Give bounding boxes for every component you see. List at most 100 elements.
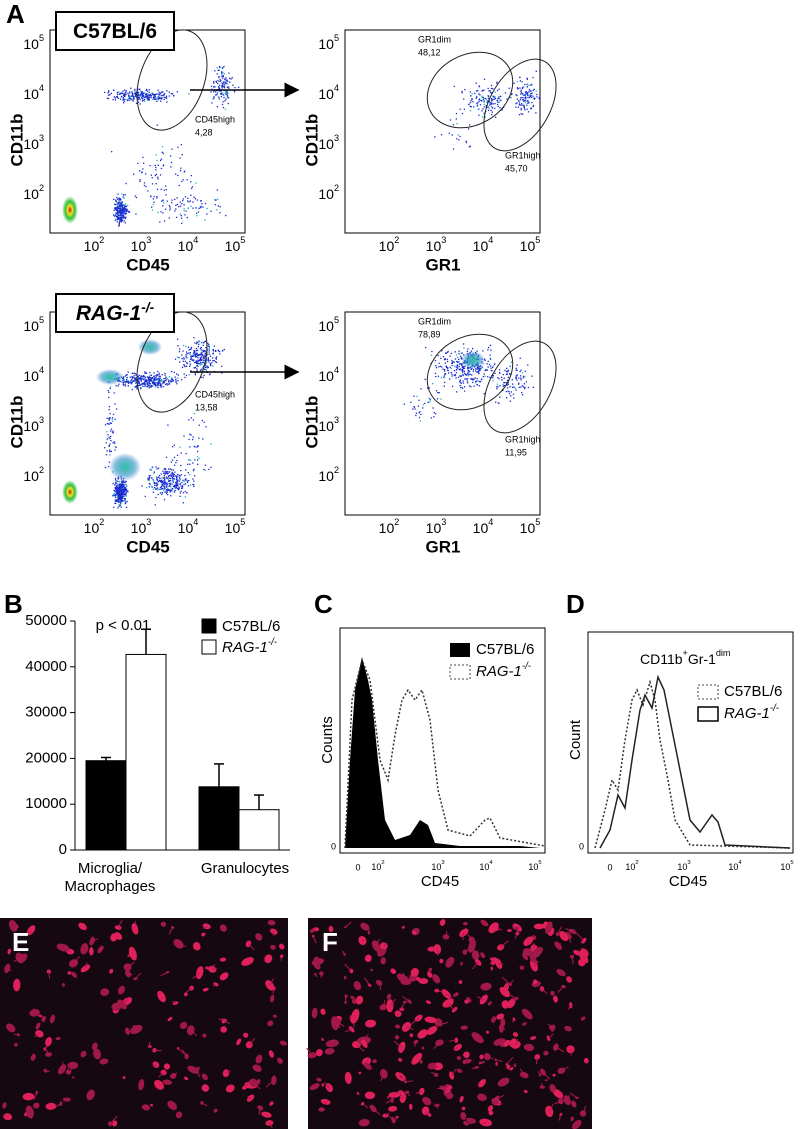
event-dot bbox=[162, 146, 163, 147]
event-dot bbox=[125, 503, 126, 504]
event-dot bbox=[482, 367, 483, 368]
event-dot bbox=[134, 373, 135, 374]
annotation: CD11b+Gr-1dim bbox=[640, 648, 731, 666]
event-dot bbox=[202, 420, 203, 421]
event-dot bbox=[156, 101, 157, 102]
y-tick-label: 10000 bbox=[25, 795, 67, 812]
event-dot bbox=[462, 367, 463, 368]
event-dot bbox=[109, 454, 110, 455]
annotation-part: Gr-1 bbox=[688, 651, 716, 667]
event-dot bbox=[113, 199, 114, 200]
event-dot bbox=[200, 364, 201, 365]
x-tick-label-part: 10 bbox=[131, 520, 147, 536]
x-axis-label: CD45 bbox=[421, 873, 459, 890]
event-dot bbox=[144, 182, 145, 183]
event-dot bbox=[518, 100, 519, 101]
event-dot bbox=[539, 97, 540, 98]
event-dot bbox=[453, 148, 454, 149]
event-dot bbox=[203, 357, 204, 358]
event-dot bbox=[182, 480, 183, 481]
y-tick-label-part: 4 bbox=[334, 365, 339, 375]
event-dot bbox=[204, 369, 205, 370]
hist-curve bbox=[345, 657, 540, 848]
x-tick-label-part: 10 bbox=[431, 862, 441, 872]
event-dot bbox=[127, 99, 128, 100]
y-tick-label: 102 bbox=[318, 183, 339, 201]
x-tick-label-part: 2 bbox=[635, 860, 638, 866]
event-dot bbox=[224, 100, 225, 101]
x-tick-label-part: 2 bbox=[99, 517, 104, 527]
event-dot bbox=[420, 414, 421, 415]
event-dot bbox=[169, 383, 170, 384]
event-dot bbox=[490, 359, 491, 360]
y-tick-label-part: 10 bbox=[23, 186, 39, 202]
event-dot bbox=[465, 141, 466, 142]
event-dot bbox=[117, 212, 118, 213]
event-dot bbox=[495, 402, 496, 403]
event-dot bbox=[161, 481, 162, 482]
x-tick-label: 105 bbox=[520, 235, 541, 253]
event-dot bbox=[126, 501, 127, 502]
event-dot bbox=[465, 374, 466, 375]
event-dot bbox=[497, 100, 498, 101]
event-dot bbox=[458, 134, 459, 135]
event-dot bbox=[148, 379, 149, 380]
event-dot bbox=[222, 67, 223, 68]
event-dot bbox=[143, 163, 144, 164]
event-dot bbox=[186, 179, 187, 180]
event-dot bbox=[183, 436, 184, 437]
event-dot bbox=[125, 375, 126, 376]
event-dot bbox=[122, 496, 123, 497]
event-dot bbox=[142, 168, 143, 169]
event-dot bbox=[470, 91, 471, 92]
event-dot bbox=[170, 488, 171, 489]
event-dot bbox=[459, 381, 460, 382]
event-dot bbox=[530, 108, 531, 109]
legend-swatch bbox=[450, 643, 470, 657]
event-dot bbox=[198, 355, 199, 356]
sample-label-part: -/- bbox=[141, 300, 154, 315]
event-dot bbox=[175, 205, 176, 206]
event-dot bbox=[456, 369, 457, 370]
event-dot bbox=[516, 379, 517, 380]
event-dot bbox=[106, 442, 107, 443]
event-dot bbox=[110, 388, 111, 389]
event-dot bbox=[516, 369, 517, 370]
event-dot bbox=[193, 337, 194, 338]
event-dot bbox=[170, 478, 171, 479]
event-dot bbox=[131, 91, 132, 92]
event-dot bbox=[117, 499, 118, 500]
event-dot bbox=[124, 101, 125, 102]
event-dot bbox=[200, 348, 201, 349]
event-dot bbox=[498, 98, 499, 99]
event-dot bbox=[199, 363, 200, 364]
legend-label-part: -/- bbox=[268, 637, 278, 648]
event-dot bbox=[460, 356, 461, 357]
event-dot bbox=[425, 347, 426, 348]
event-dot bbox=[122, 99, 123, 100]
event-dot bbox=[211, 102, 212, 103]
event-dot bbox=[115, 208, 116, 209]
event-dot bbox=[167, 378, 168, 379]
x-tick-label: 102 bbox=[379, 517, 400, 535]
event-dot bbox=[185, 210, 186, 211]
event-dot bbox=[476, 96, 477, 97]
event-dot bbox=[176, 197, 177, 198]
x-tick-label-part: 10 bbox=[379, 520, 395, 536]
x-tick-label-part: 5 bbox=[535, 517, 540, 527]
density-spot bbox=[461, 351, 485, 369]
event-dot bbox=[111, 151, 112, 152]
event-dot bbox=[461, 91, 462, 92]
event-dot bbox=[435, 365, 436, 366]
event-dot bbox=[223, 97, 224, 98]
event-dot bbox=[128, 211, 129, 212]
event-dot bbox=[193, 486, 194, 487]
event-dot bbox=[464, 386, 465, 387]
event-dot bbox=[200, 200, 201, 201]
event-dot bbox=[158, 383, 159, 384]
event-dot bbox=[157, 124, 158, 125]
event-dot bbox=[173, 482, 174, 483]
event-dot bbox=[181, 482, 182, 483]
event-dot bbox=[188, 472, 189, 473]
event-dot bbox=[155, 386, 156, 387]
